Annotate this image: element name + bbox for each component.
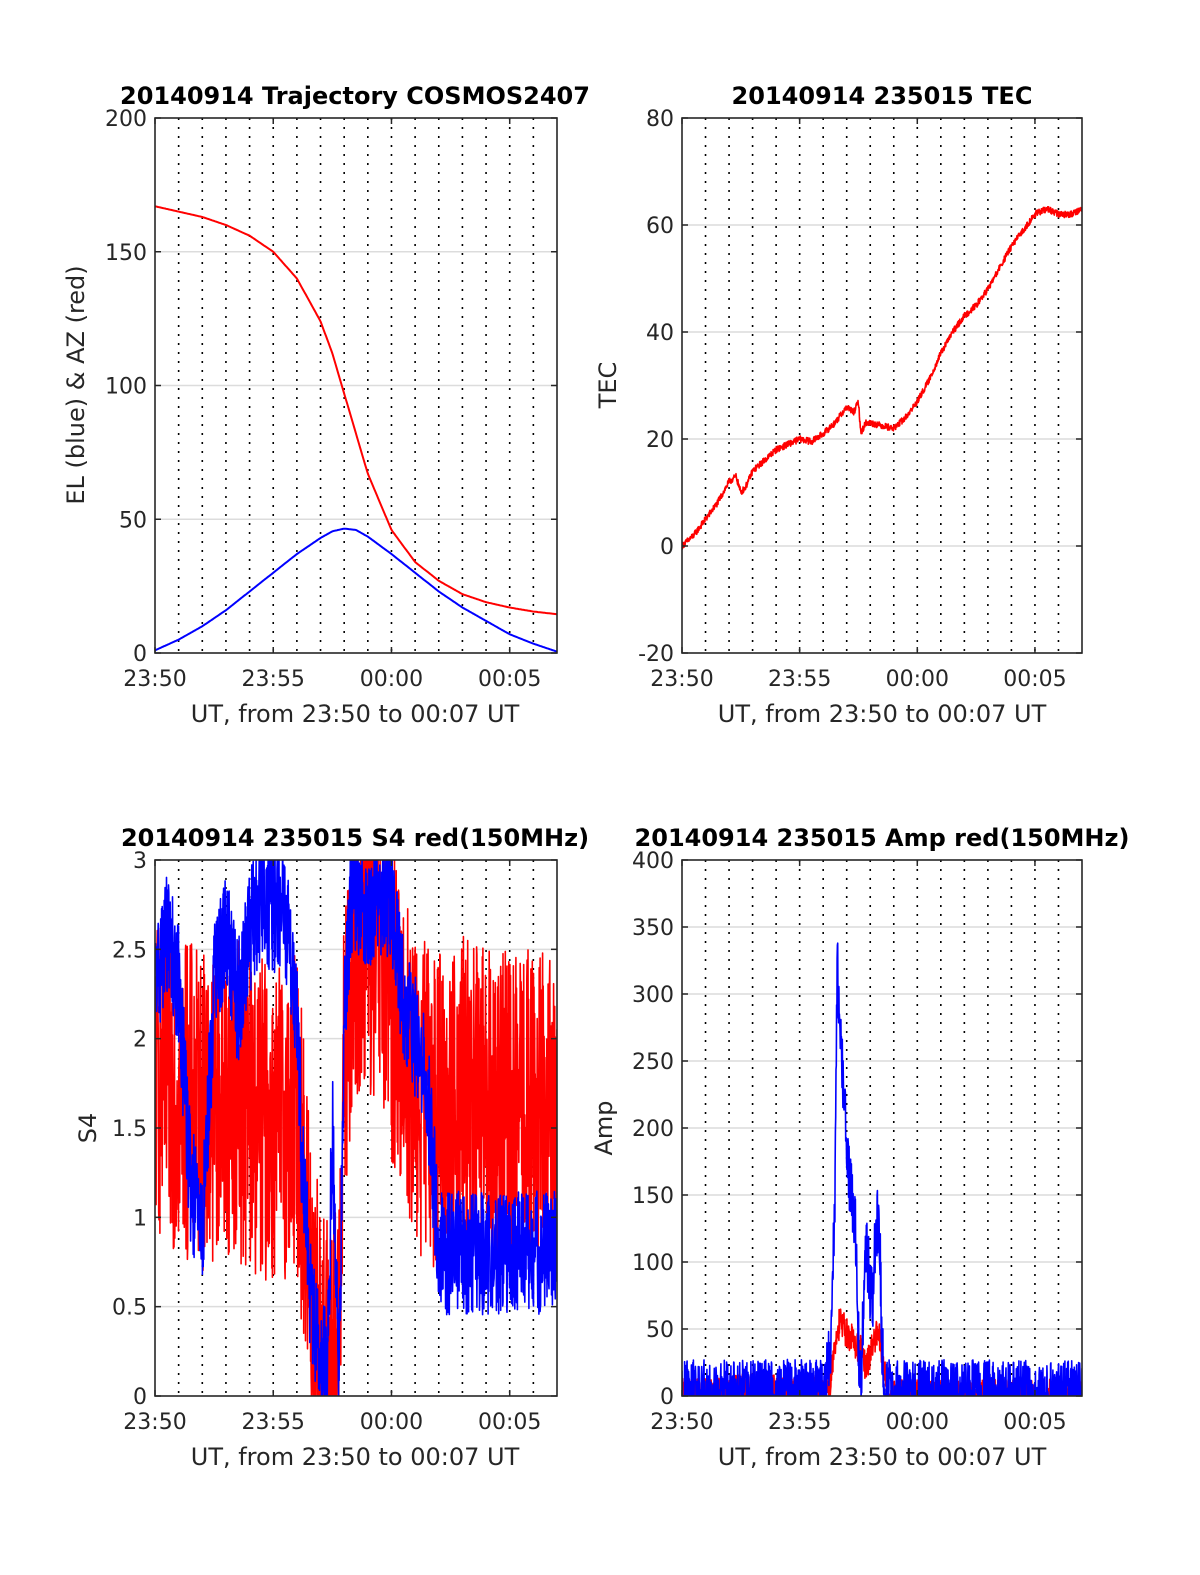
s4-ytick-label: 2 [133,1028,147,1053]
trajectory-xtick-label: 23:55 [242,667,305,692]
amp-ytick-label: 150 [632,1184,674,1209]
trajectory-panel: 20140914 Trajectory COSMOS2407 0 50 100 150… [62,82,590,728]
tec-xtick-label: 23:55 [768,667,831,692]
tec-xtick-label: 23:50 [650,667,713,692]
amp-ytick-label: 100 [632,1251,674,1276]
tec-xtick-label: 00:05 [1003,667,1066,692]
s4-xlabel: UT, from 23:50 to 00:07 UT [191,1443,520,1471]
trajectory-series-red-line [155,205,557,616]
trajectory-ytick-label: 100 [105,375,147,400]
s4-ytick-label: 3 [133,849,147,874]
trajectory-series-blue-line [155,527,557,653]
s4-xtick-label: 23:50 [123,1410,186,1435]
amp-panel: 20140914 235015 Amp red(150MHz) 0 50 100 15… [590,824,1129,1471]
tec-ylabel: TEC [594,362,622,410]
tec-series-red-line [682,206,1082,550]
amp-xtick-label: 00:00 [886,1410,949,1435]
amp-ytick-label: 400 [632,849,674,874]
trajectory-ytick-label: 0 [133,642,147,667]
amp-ytick-label: 200 [632,1117,674,1142]
trajectory-plot-area: 0 50 100 150 200 23:50 23:55 00:00 00:05 [105,107,558,692]
trajectory-xtick-label: 00:05 [478,667,541,692]
s4-plot-area: 0 0.5 1 1.5 2 2.5 3 23:50 23:55 00:00 00:05 [112,849,558,1435]
trajectory-ytick-label: 50 [119,508,147,533]
tec-xlabel: UT, from 23:50 to 00:07 UT [718,700,1047,728]
s4-series-blue-line [155,860,557,1396]
amp-xtick-label: 00:05 [1003,1410,1066,1435]
s4-ytick-label: 2.5 [112,938,147,963]
tec-ytick-label: 20 [646,428,674,453]
s4-ytick-label: 1.5 [112,1117,147,1142]
amp-plot-area: 0 50 100 150 200 250 300 350 400 23:50 23:55 00:00 0… [632,849,1083,1435]
tec-axes-frame [681,117,1083,654]
tec-axes-background [682,118,1082,653]
trajectory-ytick-label: 200 [105,107,147,132]
tec-panel: 20140914 235015 TEC -20 0 20 40 60 80 23:50 23:… [594,82,1083,728]
amp-ytick-label: 350 [632,916,674,941]
trajectory-ytick-label: 150 [105,241,147,266]
amp-ytick-label: 250 [632,1050,674,1075]
trajectory-ylabel: EL (blue) & AZ (red) [62,265,90,504]
tec-title: 20140914 235015 TEC [732,82,1033,110]
amp-xtick-label: 23:55 [768,1410,831,1435]
s4-xtick-label: 00:00 [360,1410,423,1435]
amp-ytick-label: 300 [632,983,674,1008]
s4-panel: 20140914 235015 S4 red(150MHz) 0 0.5 1 1.5 2… [74,824,589,1471]
s4-ytick-label: 0 [133,1385,147,1410]
tec-plot-area: -20 0 20 40 60 80 23:50 23:55 00:00 00:05 [638,107,1083,692]
tec-ytick-label: 0 [660,535,674,560]
tec-ytick-label: 80 [646,107,674,132]
trajectory-xlabel: UT, from 23:50 to 00:07 UT [191,700,520,728]
s4-ytick-label: 0.5 [112,1296,147,1321]
tec-ytick-label: 60 [646,214,674,239]
trajectory-xtick-label: 00:00 [360,667,423,692]
s4-ytick-label: 1 [133,1206,147,1231]
amp-ytick-label: 0 [660,1385,674,1410]
s4-ylabel: S4 [74,1113,102,1144]
tec-ytick-label: -20 [638,642,674,667]
trajectory-title: 20140914 Trajectory COSMOS2407 [120,82,590,110]
amp-title: 20140914 235015 Amp red(150MHz) [635,824,1130,852]
s4-title: 20140914 235015 S4 red(150MHz) [121,824,589,852]
s4-xtick-label: 23:55 [242,1410,305,1435]
tec-ytick-label: 40 [646,321,674,346]
tec-xtick-label: 00:00 [886,667,949,692]
trajectory-xtick-label: 23:50 [123,667,186,692]
amp-ytick-label: 50 [646,1318,674,1343]
amp-xlabel: UT, from 23:50 to 00:07 UT [718,1443,1047,1471]
amp-xtick-label: 23:50 [650,1410,713,1435]
s4-xtick-label: 00:05 [478,1410,541,1435]
amp-ylabel: Amp [590,1100,618,1155]
amp-series-blue-line [682,942,1082,1396]
